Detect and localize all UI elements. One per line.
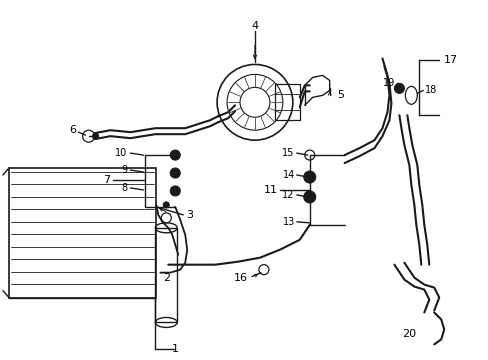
Circle shape [303, 171, 315, 183]
Text: 2: 2 [163, 273, 169, 283]
Circle shape [163, 202, 169, 208]
Text: 16: 16 [233, 273, 247, 283]
Text: 1: 1 [171, 345, 179, 354]
Text: 18: 18 [425, 85, 437, 95]
Text: 4: 4 [251, 21, 258, 31]
Text: 20: 20 [402, 329, 416, 339]
Text: 11: 11 [264, 185, 277, 195]
Text: 17: 17 [443, 55, 457, 66]
Circle shape [170, 168, 180, 178]
Circle shape [303, 191, 315, 203]
Text: 3: 3 [186, 210, 193, 220]
Text: 15: 15 [282, 148, 294, 158]
Text: 6: 6 [69, 125, 76, 135]
Bar [9, 168, 156, 298]
Circle shape [92, 133, 99, 139]
Text: 13: 13 [282, 217, 294, 227]
Circle shape [170, 186, 180, 196]
Text: 5: 5 [337, 90, 344, 100]
Circle shape [170, 150, 180, 160]
Text: 12: 12 [282, 190, 294, 200]
Text: 8: 8 [121, 183, 127, 193]
Text: 9: 9 [121, 165, 127, 175]
Text: 14: 14 [282, 170, 294, 180]
Text: 19: 19 [383, 78, 395, 88]
Bar [155, 228, 177, 323]
Circle shape [394, 84, 404, 93]
Text: 10: 10 [115, 148, 127, 158]
Bar [274, 84, 299, 120]
Text: 7: 7 [103, 175, 110, 185]
